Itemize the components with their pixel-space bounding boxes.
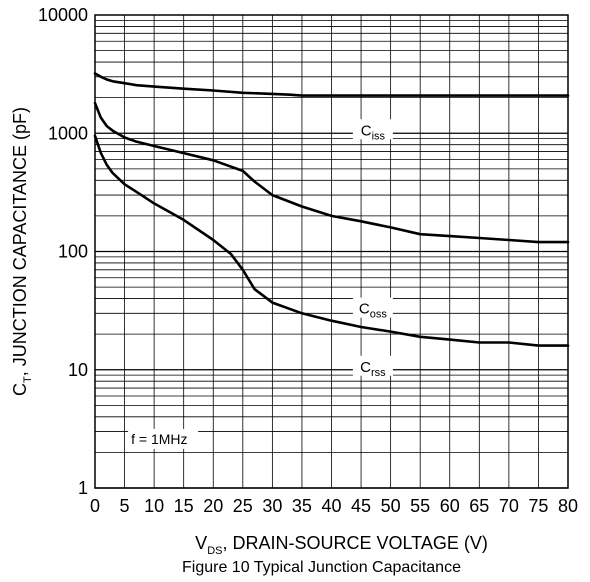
y-axis-title: CT, JUNCTION CAPACITANCE (pF) [10, 107, 34, 396]
x-tick-label: 55 [410, 496, 430, 516]
frequency-note: f = 1MHz [128, 428, 199, 449]
x-tick-labels: 0 5 10 15 20 25 30 35 40 45 50 55 60 65 70 75 80 [90, 496, 578, 516]
y-tick-label: 10000 [38, 5, 88, 25]
x-tick-label: 40 [321, 496, 341, 516]
x-tick-label: 20 [203, 496, 223, 516]
series-labels: Ciss Coss Crss [352, 119, 393, 379]
x-tick-label: 15 [174, 496, 194, 516]
y-axis-title-main: C [10, 383, 30, 396]
series-label-crss: Crss [360, 359, 386, 379]
series-label-bg [352, 355, 393, 376]
x-tick-label: 50 [381, 496, 401, 516]
y-tick-label: 1 [78, 478, 88, 498]
x-tick-label: 25 [233, 496, 253, 516]
series-lines [93, 72, 570, 347]
series-label-ciss: Ciss [361, 122, 386, 142]
x-axis-title-main: V [195, 533, 207, 553]
y-tick-label: 1000 [48, 123, 88, 143]
x-tick-label: 70 [499, 496, 519, 516]
y-axis-title-subscript: T [22, 376, 34, 383]
x-axis-title: VDS, DRAIN-SOURCE VOLTAGE (V) [195, 533, 488, 557]
x-tick-label: 5 [120, 496, 130, 516]
y-tick-label: 100 [58, 242, 88, 262]
x-tick-label: 10 [144, 496, 164, 516]
x-tick-label: 35 [292, 496, 312, 516]
series-line-crss [93, 134, 570, 347]
x-tick-label: 30 [262, 496, 282, 516]
x-tick-label: 60 [440, 496, 460, 516]
x-tick-label: 75 [528, 496, 548, 516]
y-axis-title-rest: , JUNCTION CAPACITANCE (pF) [10, 107, 30, 376]
figure-caption: Figure 10 Typical Junction Capacitance [182, 559, 461, 576]
frequency-note-text: f = 1MHz [131, 431, 187, 447]
y-tick-label: 10 [68, 360, 88, 380]
plot-frame [94, 14, 569, 489]
series-line-ciss [93, 72, 570, 97]
x-axis-title-rest: , DRAIN-SOURCE VOLTAGE (V) [222, 533, 487, 553]
grid-lines [94, 15, 569, 489]
x-tick-label: 45 [351, 496, 371, 516]
x-axis-title-subscript: DS [207, 545, 222, 557]
y-tick-labels: 1 10 100 1000 10000 [38, 5, 88, 498]
x-tick-label: 80 [558, 496, 578, 516]
x-tick-label: 65 [469, 496, 489, 516]
x-tick-label: 0 [90, 496, 100, 516]
series-label-bg [352, 119, 393, 140]
series-line-coss [93, 101, 570, 244]
series-label-bg [352, 297, 393, 318]
series-label-coss: Coss [359, 301, 387, 321]
